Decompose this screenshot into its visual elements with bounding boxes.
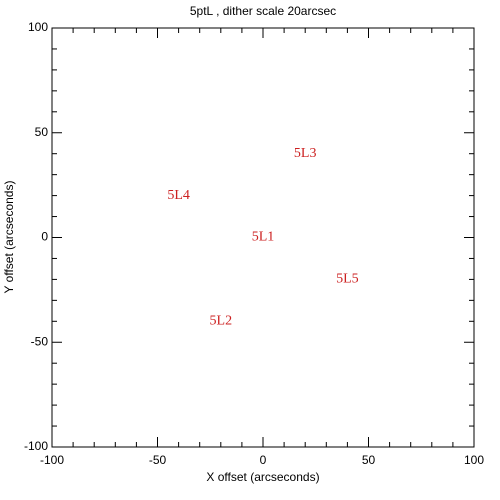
point-label: 5L2 xyxy=(210,314,233,329)
point-label: 5L3 xyxy=(294,146,317,161)
y-tick-label: 0 xyxy=(41,230,48,244)
x-tick-label: 50 xyxy=(362,453,376,467)
point-label: 5L1 xyxy=(252,230,275,245)
y-axis-label: Y offset (arcseconds) xyxy=(2,181,16,294)
x-axis-label: X offset (arcseconds) xyxy=(206,470,319,484)
point-label: 5L4 xyxy=(167,188,190,203)
y-tick-label: 100 xyxy=(28,20,48,34)
x-tick-label: 100 xyxy=(464,453,484,467)
x-tick-label: 0 xyxy=(260,453,267,467)
x-tick-label: -50 xyxy=(149,453,167,467)
x-tick-label: -100 xyxy=(40,453,64,467)
chart-title: 5ptL , dither scale 20arcsec xyxy=(190,4,336,18)
y-tick-label: -100 xyxy=(24,439,48,453)
point-label: 5L5 xyxy=(336,272,359,287)
y-tick-label: 50 xyxy=(35,125,49,139)
y-tick-label: -50 xyxy=(31,334,49,348)
